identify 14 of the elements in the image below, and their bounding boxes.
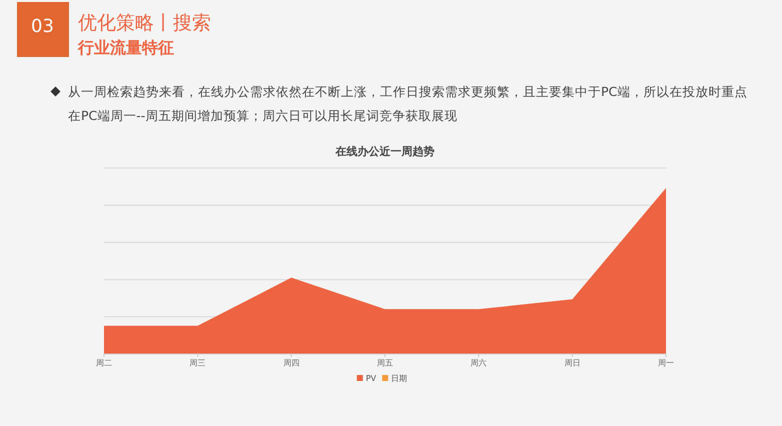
x-tick-label: 周六 [470,358,487,368]
text: 优化策略丨搜索 [78,11,211,36]
legend-label: 日期 [391,374,408,383]
x-tick-label: 周二 [96,358,112,368]
chart-title: 在线办公近一周趋势 [334,145,434,158]
text: 从一周检索趋势来看，在线办公需求依然在不断上涨，工作日搜索需求更频繁，且主要集中于PC端，所以在投放时重点在PC端周一--周五期间增加预算；周六日可以用长尾词竞争获取展现 [67,83,748,125]
x-tick-label: 周日 [564,358,580,368]
x-tick-label: 周四 [283,358,300,368]
text: 行业流量特征 [78,38,174,59]
x-tick-label: 周三 [190,358,206,368]
x-tick-label: 周一 [658,358,674,368]
x-tick-label: 周五 [377,358,393,368]
text: 03 [31,16,54,37]
legend-label: PV [366,374,377,383]
